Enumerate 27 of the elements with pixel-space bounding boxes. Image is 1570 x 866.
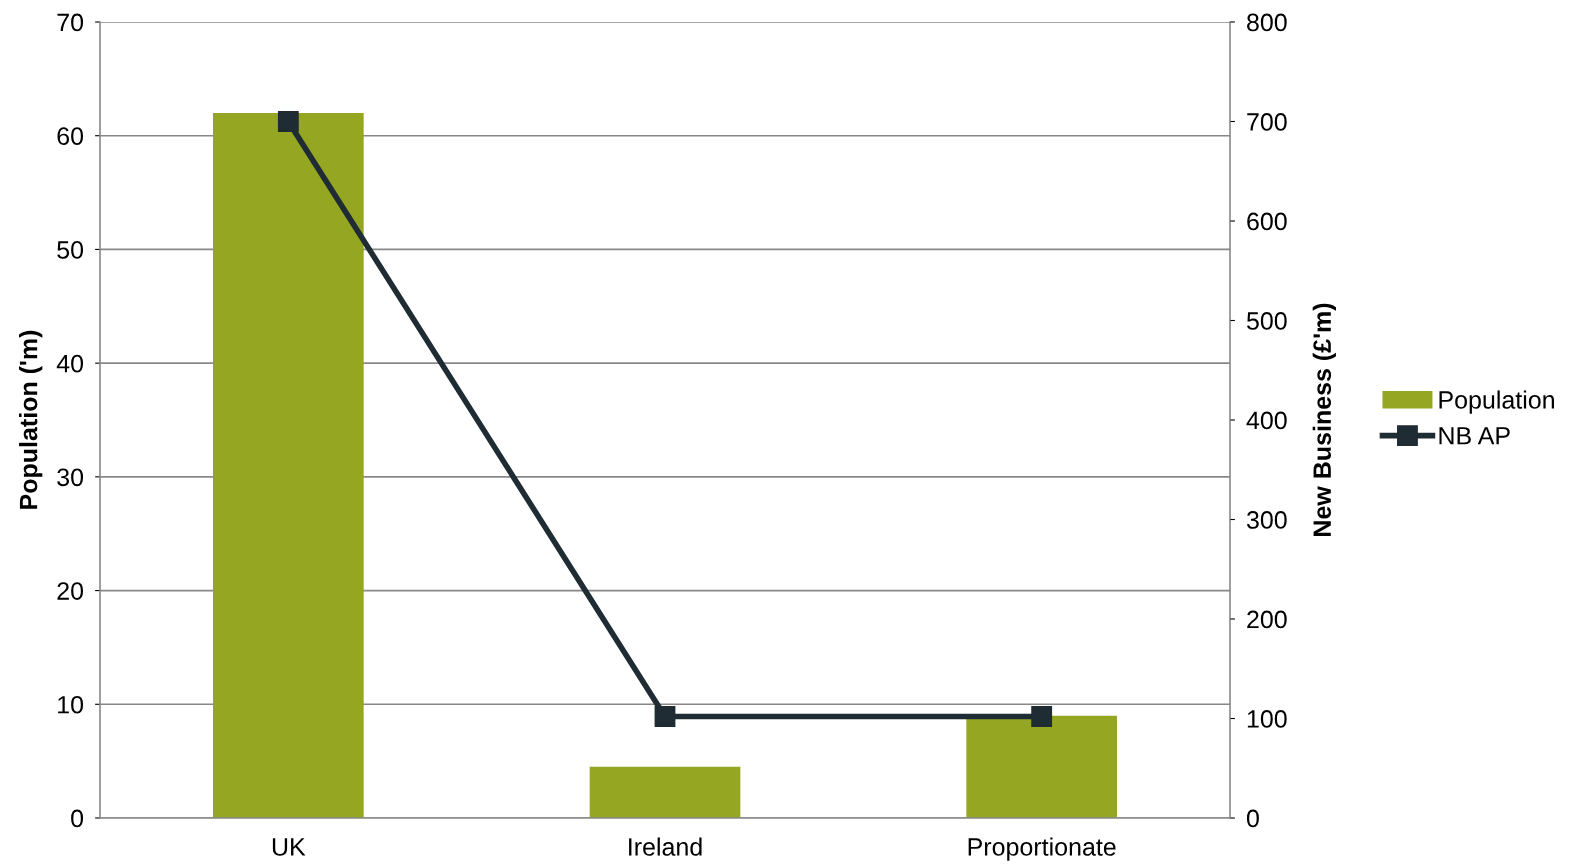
legend-label: NB AP (1439, 427, 1510, 445)
y2-tick-label: 700 (1247, 113, 1287, 131)
y-tick-label: 40 (56, 354, 84, 373)
y2-tick-label: 400 (1246, 411, 1287, 430)
y2-tick-label: 0 (1246, 809, 1259, 828)
y-tick-label: 70 (57, 13, 84, 32)
y-tick-label: 30 (57, 468, 84, 487)
y2-tick-label: 100 (1247, 710, 1287, 728)
y2-tick-label: 500 (1246, 312, 1287, 330)
y2-axis-title: New Business (£'m) (1312, 303, 1336, 536)
y-tick-label: 0 (71, 809, 84, 828)
bar (589, 766, 741, 818)
y2-tick-label: 200 (1247, 610, 1287, 629)
y2-tick-label: 800 (1247, 13, 1287, 32)
y-tick-label: 20 (57, 582, 84, 600)
y2-tick-label: 300 (1246, 511, 1287, 529)
x-tick-label: UK (272, 838, 306, 856)
y-tick-label: 60 (57, 127, 84, 146)
x-tick-label: Proportionate (968, 837, 1116, 861)
x-tick-label: Ireland (629, 837, 702, 856)
legend-label: Population (1439, 390, 1554, 414)
y-axis-title: Population ('m) (19, 330, 43, 509)
bar (966, 715, 1117, 818)
y2-tick-label: 600 (1247, 212, 1287, 231)
y-tick-label: 10 (58, 695, 84, 714)
bar (213, 112, 364, 818)
y-tick-label: 50 (57, 241, 84, 259)
